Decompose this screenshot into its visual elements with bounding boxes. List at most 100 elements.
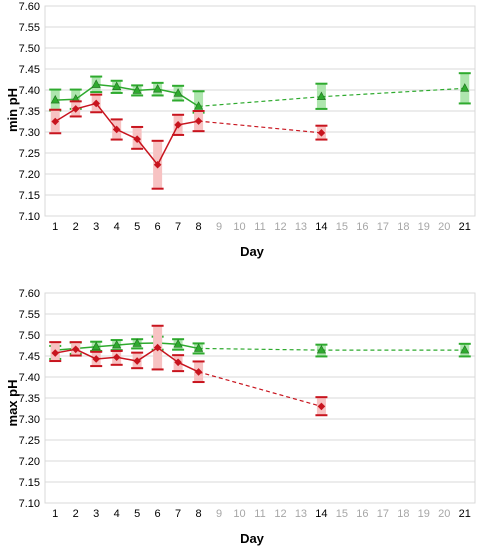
x-tick-label: 1 [52,221,58,233]
data-point [153,84,163,93]
data-point [316,344,326,354]
x-tick-label: 10 [233,221,245,233]
red-series [49,324,328,417]
y-tick-label: 7.60 [19,288,40,300]
series-line [54,102,199,167]
data-point [112,353,121,362]
x-tick-label: 17 [377,221,389,233]
x-axis-title: Day [240,531,265,546]
x-tick-label: 9 [216,221,222,233]
x-tick-label: 12 [274,508,286,520]
series-line [55,346,199,373]
x-tick-label: 5 [134,508,140,520]
data-point [51,117,60,126]
data-point [174,358,182,367]
data-point [132,85,142,94]
plot-frame [44,292,476,504]
x-tick-label: 10 [233,508,245,520]
data-point [92,355,100,363]
x-tick-label: 13 [295,508,307,520]
data-point [153,160,162,169]
x-tick-label: 21 [459,508,471,520]
y-tick-label: 7.30 [19,414,40,426]
x-tick-label: 5 [134,221,140,233]
data-point [174,121,182,129]
data-point [173,339,183,348]
series-dashed-line [198,120,322,134]
x-tick-label: 9 [216,508,222,520]
x-tick-label: 1 [52,508,58,520]
y-tick-label: 7.25 [19,435,40,447]
y-tick-label: 7.50 [19,330,40,342]
x-tick-label: 21 [459,221,471,233]
x-tick-label: 18 [397,508,409,520]
data-point [112,81,122,90]
data-point [194,117,203,125]
y-tick-label: 7.40 [19,85,40,97]
y-tick-label: 7.60 [19,1,40,13]
y-tick-label: 7.35 [19,393,40,405]
data-point [460,83,470,92]
red-series [49,93,328,190]
x-tick-label: 19 [418,221,430,233]
y-tick-label: 7.50 [19,43,40,55]
x-tick-label: 7 [175,508,181,520]
x-axis-title: Day [240,244,265,259]
y-tick-label: 7.35 [19,106,40,118]
x-tick-label: 15 [336,508,348,520]
x-tick-label: 6 [155,508,161,520]
x-tick-label: 11 [254,221,265,233]
min-ph-chart: min pH Day 7.60 7.55 7.50 7.45 7.40 7.35 7.30 7… [5,1,476,259]
y-tick-label: 7.10 [19,211,40,223]
data-point [71,345,80,354]
x-tick-label: 13 [295,221,307,233]
data-point [316,91,326,101]
data-point [194,343,204,352]
x-tick-label: 16 [356,221,368,233]
y-tick-label: 7.30 [19,127,40,139]
y-axis-title: min pH [5,88,20,132]
data-point [51,349,60,357]
x-tick-label: 14 [315,221,327,233]
grid [44,292,476,504]
x-tick-label: 3 [93,221,99,233]
data-point [112,125,121,134]
data-point [194,368,203,376]
green-series [49,72,471,114]
data-point [460,344,470,354]
y-tick-label: 7.20 [19,169,40,181]
y-tick-label: 7.15 [19,190,40,202]
x-tick-label: 16 [356,508,368,520]
x-tick-label: 7 [175,221,181,233]
data-point [50,94,60,104]
series-dashed-line [198,347,322,351]
data-point [92,99,100,108]
y-tick-label: 7.55 [19,22,40,34]
data-point [173,88,183,97]
x-tick-label: 4 [114,221,120,233]
x-tick-label: 18 [397,221,409,233]
data-point [91,341,101,351]
data-point [194,101,204,110]
series-dashed-line [321,87,465,98]
x-tick-label: 19 [418,508,430,520]
x-tick-label: 3 [93,508,99,520]
data-point [133,357,141,365]
y-tick-label: 7.40 [19,372,40,384]
x-tick-label: 15 [336,221,348,233]
y-tick-label: 7.45 [19,351,40,363]
y-tick-label: 7.45 [19,64,40,76]
x-tick-label: 6 [155,221,161,233]
y-tick-label: 7.15 [19,477,40,489]
data-point [153,343,162,352]
series-line [55,83,199,108]
x-tick-label: 4 [114,508,120,520]
x-tick-label: 8 [196,508,202,520]
data-point [133,135,141,143]
y-tick-label: 7.20 [19,456,40,468]
x-tick-label: 17 [377,508,389,520]
data-point [71,105,80,113]
data-point [317,402,326,411]
max-ph-chart: max pH Day 7.60 7.55 7.50 7.45 7.40 7.35 7.30 7… [5,288,476,546]
